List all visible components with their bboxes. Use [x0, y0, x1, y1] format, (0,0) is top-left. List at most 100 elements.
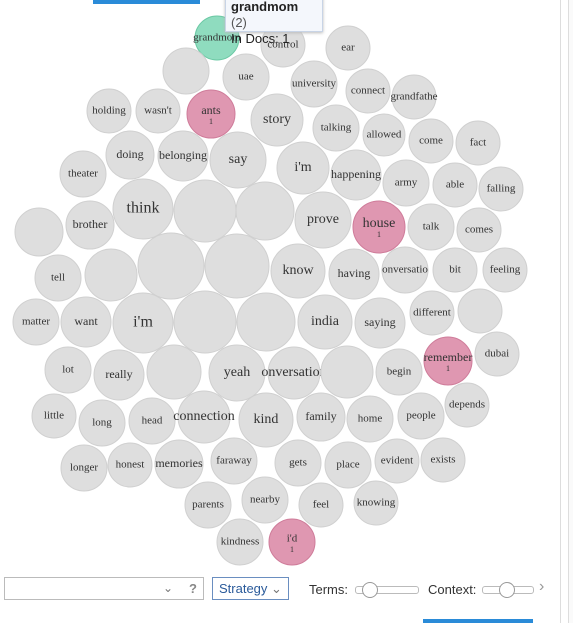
term-bubble[interactable] — [84, 248, 138, 302]
term-count: 1 — [377, 230, 381, 239]
term-label: evident — [381, 455, 413, 467]
term-bubble[interactable] — [457, 288, 503, 334]
term-bubble[interactable] — [382, 159, 430, 207]
term-bubble[interactable] — [296, 392, 346, 442]
search-box[interactable]: ⌄? — [4, 577, 204, 600]
term-bubble[interactable] — [324, 441, 372, 489]
term-bubble[interactable] — [325, 25, 371, 71]
next-arrow[interactable]: › — [539, 578, 545, 595]
term-count: 1 — [446, 364, 450, 373]
term-bubble[interactable] — [137, 232, 205, 300]
term-bubble[interactable] — [208, 344, 266, 402]
term-bubble[interactable] — [60, 444, 108, 492]
top-button[interactable] — [93, 0, 200, 4]
term-bubble[interactable] — [146, 344, 202, 400]
term-bubble[interactable] — [408, 118, 454, 164]
term-bubble[interactable] — [59, 150, 107, 198]
term-bubble[interactable] — [154, 439, 204, 489]
term-bubble[interactable] — [294, 191, 352, 249]
term-bubble[interactable] — [44, 346, 92, 394]
term-bubble[interactable] — [128, 397, 176, 445]
context-slider[interactable] — [482, 582, 534, 598]
term-label: really — [105, 367, 132, 381]
term-bubble[interactable] — [354, 297, 406, 349]
term-bubble[interactable] — [112, 292, 174, 354]
term-bubble[interactable] — [362, 113, 406, 157]
term-bubble[interactable] — [290, 60, 338, 108]
term-bubble[interactable] — [478, 166, 524, 212]
term-bubble[interactable] — [162, 47, 210, 95]
term-bubble[interactable] — [216, 518, 264, 566]
term-bubble[interactable] — [222, 53, 270, 101]
term-bubble[interactable] — [298, 482, 344, 528]
term-bubble[interactable] — [184, 481, 232, 529]
term-bubble[interactable] — [381, 246, 429, 294]
term-bubble[interactable] — [204, 233, 270, 299]
term-bubble[interactable] — [14, 207, 64, 257]
term-bubble[interactable] — [330, 149, 382, 201]
term-bubble[interactable] — [173, 179, 237, 243]
term-bubble[interactable] — [397, 392, 445, 440]
term-bubble[interactable] — [270, 243, 326, 299]
term-bubble[interactable] — [423, 336, 473, 386]
term-bubble[interactable] — [268, 518, 316, 566]
term-bubble[interactable] — [353, 480, 399, 526]
term-bubble[interactable] — [105, 130, 155, 180]
term-bubble[interactable] — [456, 207, 502, 253]
term-bubble[interactable] — [135, 88, 181, 134]
strategy-select[interactable]: Strategy ⌄ — [212, 577, 289, 600]
term-bubble[interactable] — [31, 393, 77, 439]
term-bubble[interactable] — [374, 438, 420, 484]
term-bubble[interactable] — [86, 88, 132, 134]
term-bubble[interactable] — [474, 331, 520, 377]
term-bubble[interactable] — [455, 120, 501, 166]
term-bubble[interactable] — [320, 345, 374, 399]
term-label: house — [363, 216, 396, 231]
term-bubble[interactable] — [297, 294, 353, 350]
term-bubble[interactable] — [250, 93, 304, 147]
term-bubble[interactable] — [482, 247, 528, 293]
terms-slider[interactable] — [355, 582, 419, 598]
term-bubble[interactable] — [409, 290, 455, 336]
term-bubble[interactable] — [391, 74, 437, 120]
term-label: prove — [307, 212, 339, 227]
term-bubble[interactable] — [432, 162, 478, 208]
term-bubble[interactable] — [78, 399, 126, 447]
term-bubble[interactable] — [375, 348, 423, 396]
term-bubble[interactable] — [12, 298, 60, 346]
term-bubble[interactable] — [235, 181, 295, 241]
term-bubble[interactable] — [157, 130, 209, 182]
bottom-button[interactable] — [423, 619, 533, 623]
term-bubble[interactable] — [328, 248, 380, 300]
term-bubble[interactable] — [186, 89, 236, 139]
term-bubble[interactable] — [346, 395, 394, 443]
term-bubble[interactable] — [345, 68, 391, 114]
term-bubble[interactable] — [173, 290, 237, 354]
term-bubble[interactable] — [107, 442, 153, 488]
term-bubble[interactable] — [352, 200, 406, 254]
term-bubble[interactable] — [312, 104, 360, 152]
term-bubble[interactable] — [93, 349, 145, 401]
term-bubble[interactable] — [60, 296, 112, 348]
term-bubble[interactable] — [267, 346, 321, 400]
term-bubble[interactable] — [238, 392, 294, 448]
term-bubble[interactable] — [65, 200, 115, 250]
term-bubble[interactable] — [210, 437, 258, 485]
term-label: i'm — [294, 160, 311, 175]
term-bubble[interactable] — [241, 476, 289, 524]
term-bubble[interactable] — [209, 131, 267, 189]
term-bubble[interactable] — [112, 178, 174, 240]
term-label: comes — [465, 224, 493, 236]
help[interactable]: ? — [189, 581, 197, 596]
term-label: bit — [449, 264, 461, 276]
term-bubble[interactable] — [274, 439, 322, 487]
term-bubble[interactable] — [432, 247, 478, 293]
term-bubble[interactable] — [34, 254, 82, 302]
term-bubble[interactable] — [407, 203, 455, 251]
term-bubble[interactable] — [420, 437, 466, 483]
term-bubble[interactable] — [177, 390, 231, 444]
term-bubble[interactable] — [236, 292, 296, 352]
term-label: tell — [51, 272, 65, 284]
term-bubble[interactable] — [444, 382, 490, 428]
term-bubble[interactable] — [276, 141, 330, 195]
